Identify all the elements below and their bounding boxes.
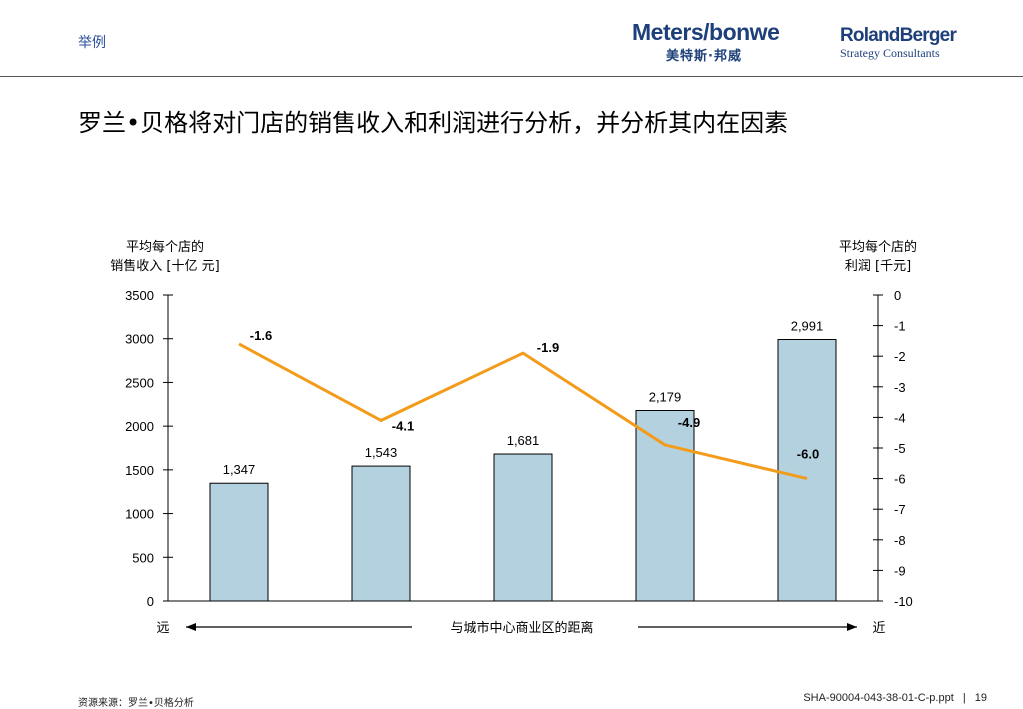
source-note: 资源来源：罗兰•贝格分析 bbox=[78, 698, 194, 709]
left-tick-label: 2000 bbox=[125, 419, 154, 434]
line-layer bbox=[238, 342, 808, 481]
revenue-bar bbox=[209, 482, 269, 602]
profit-point-label: -6.0 bbox=[797, 447, 819, 462]
revenue-bar bbox=[777, 339, 837, 602]
revenue-bar bbox=[635, 409, 695, 602]
revenue-bar-label: 2,179 bbox=[649, 389, 682, 404]
left-ticks: 0 500 1000 1500 2000 2500 3000 3500 bbox=[125, 288, 173, 609]
right-tick-label: -7 bbox=[894, 502, 906, 517]
right-tick-label: 0 bbox=[894, 288, 901, 303]
left-axis-label-line2: 销售收入 [十亿 元] bbox=[110, 258, 219, 274]
revenue-bar-label: 1,681 bbox=[507, 433, 540, 448]
file-name: SHA-90004-043-38-01-C-p.ppt bbox=[803, 692, 954, 704]
page-number: 19 bbox=[974, 692, 987, 704]
left-tick-label: 2500 bbox=[125, 375, 154, 390]
left-axis-label: 平均每个店的 销售收入 [十亿 元] bbox=[110, 239, 219, 274]
meters-bonwe-logo-sub: 美特斯·邦威 bbox=[666, 49, 742, 64]
revenue-bar-label: 1,543 bbox=[365, 445, 398, 460]
distance-arrow-left-head bbox=[186, 623, 196, 631]
example-tag: 举例 bbox=[78, 35, 106, 51]
footer-separator: | bbox=[962, 692, 966, 704]
right-tick-label: -1 bbox=[894, 319, 906, 334]
revenue-bar bbox=[351, 465, 411, 602]
right-axis-label: 平均每个店的 利润 [千元] bbox=[839, 239, 917, 274]
distance-axis: 远 与城市中心商业区的距离 近 bbox=[156, 620, 885, 636]
footer-file-info: SHA-90004-043-38-01-C-p.ppt | 19 bbox=[803, 692, 987, 704]
distance-axis-title: 与城市中心商业区的距离 bbox=[450, 620, 593, 636]
roland-berger-logo-word: RolandBerger bbox=[840, 25, 957, 46]
right-tick-label: -4 bbox=[894, 410, 906, 425]
revenue-bar bbox=[493, 453, 553, 602]
left-tick-label: 1500 bbox=[125, 463, 154, 478]
right-tick-label: -8 bbox=[894, 533, 906, 548]
left-tick-label: 0 bbox=[147, 594, 154, 609]
roland-berger-logo: RolandBerger Strategy Consultants bbox=[840, 26, 970, 66]
right-axis-label-line1: 平均每个店的 bbox=[839, 239, 917, 255]
right-tick-label: -5 bbox=[894, 441, 906, 456]
header-divider bbox=[0, 76, 1023, 77]
right-tick-label: -9 bbox=[894, 563, 906, 578]
meters-bonwe-logo: Meters/bonwe 美特斯·邦威 bbox=[632, 20, 807, 64]
profit-point-label: -4.9 bbox=[678, 415, 700, 430]
left-tick-label: 3500 bbox=[125, 288, 154, 303]
profit-point-label: -4.1 bbox=[392, 418, 414, 433]
right-tick-label: -6 bbox=[894, 472, 906, 487]
bars bbox=[209, 339, 837, 602]
revenue-bar-label: 1,347 bbox=[223, 462, 256, 477]
right-tick-label: -3 bbox=[894, 380, 906, 395]
right-axis-label-line2: 利润 [千元] bbox=[845, 259, 911, 274]
distance-far-label: 远 bbox=[156, 621, 169, 636]
meters-bonwe-logo-word: Meters/bonwe bbox=[632, 19, 780, 45]
left-tick-label: 3000 bbox=[125, 332, 154, 347]
left-tick-label: 500 bbox=[132, 550, 154, 565]
profit-point-label: -1.6 bbox=[250, 328, 272, 343]
profit-point-label: -1.9 bbox=[537, 340, 559, 355]
left-axis-label-line1: 平均每个店的 bbox=[126, 239, 204, 255]
profit-line bbox=[238, 342, 808, 481]
distance-near-label: 近 bbox=[872, 621, 885, 636]
line-labels: -1.6 -4.1 -1.9 -4.9 -6.0 bbox=[250, 328, 819, 462]
left-tick-label: 1000 bbox=[125, 507, 154, 522]
distance-arrow-right-head bbox=[847, 623, 857, 631]
bar-labels: 1,347 1,543 1,681 2,179 2,991 bbox=[223, 319, 824, 478]
right-ticks: 0 -1 -2 -3 -4 -5 -6 -7 -8 -9 -10 bbox=[873, 288, 913, 609]
revenue-bar-label: 2,991 bbox=[791, 319, 824, 334]
slide-title: 罗兰•贝格将对门店的销售收入和利润进行分析，并分析其内在因素 bbox=[78, 109, 789, 137]
right-tick-label: -10 bbox=[894, 594, 913, 609]
right-tick-label: -2 bbox=[894, 349, 906, 364]
roland-berger-logo-sub: Strategy Consultants bbox=[840, 46, 940, 60]
